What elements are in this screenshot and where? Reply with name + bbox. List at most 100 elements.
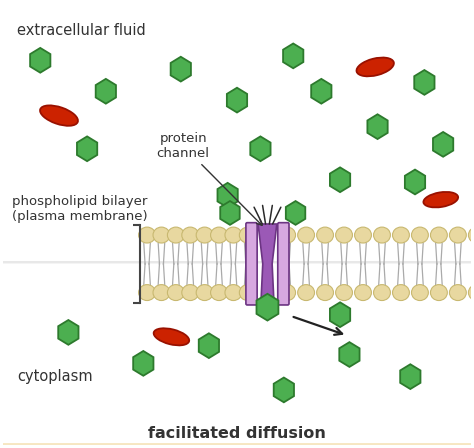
Bar — [3, 263, 471, 264]
Bar — [3, 444, 471, 445]
Bar — [3, 262, 471, 263]
Bar — [3, 444, 471, 445]
Bar — [3, 444, 471, 445]
Bar — [3, 262, 471, 263]
Bar — [3, 263, 471, 264]
Bar — [3, 444, 471, 445]
Bar — [3, 444, 471, 445]
Bar — [3, 262, 471, 263]
Bar — [3, 262, 471, 263]
Bar — [3, 262, 471, 263]
Circle shape — [392, 227, 410, 243]
Bar — [3, 261, 471, 263]
Bar — [3, 262, 471, 263]
Bar — [3, 262, 471, 263]
Circle shape — [317, 227, 334, 243]
Bar — [3, 444, 471, 445]
Polygon shape — [311, 79, 331, 103]
Bar — [3, 444, 471, 445]
Bar — [3, 263, 471, 264]
Bar — [3, 262, 471, 263]
Bar — [3, 263, 471, 264]
Bar — [3, 261, 471, 263]
Bar — [3, 262, 471, 263]
Bar — [3, 444, 471, 445]
Bar — [3, 262, 471, 263]
Polygon shape — [273, 378, 294, 402]
Bar — [3, 444, 471, 445]
Bar — [3, 261, 471, 263]
Circle shape — [374, 284, 391, 301]
Bar — [3, 444, 471, 445]
Bar — [3, 444, 471, 445]
Bar — [3, 444, 471, 445]
Bar — [3, 262, 471, 263]
Bar — [3, 444, 471, 445]
Bar — [3, 262, 471, 263]
Bar — [3, 444, 471, 445]
Bar — [3, 263, 471, 264]
Bar — [3, 444, 471, 445]
Bar — [3, 261, 471, 263]
Bar — [3, 444, 471, 445]
Bar — [3, 444, 471, 445]
Bar — [3, 444, 471, 445]
Bar — [3, 261, 471, 263]
Bar — [3, 444, 471, 445]
Bar — [3, 444, 471, 445]
Circle shape — [298, 284, 315, 301]
Polygon shape — [330, 302, 350, 327]
Bar — [3, 262, 471, 263]
Bar — [3, 444, 471, 445]
Bar — [3, 262, 471, 263]
Bar — [3, 262, 471, 263]
Bar — [3, 262, 471, 263]
Bar — [3, 444, 471, 445]
Bar — [3, 444, 471, 445]
Bar — [3, 262, 471, 263]
Circle shape — [468, 227, 474, 243]
Bar — [3, 444, 471, 445]
Bar — [3, 262, 471, 263]
Circle shape — [239, 284, 256, 301]
Bar — [3, 444, 471, 445]
Bar — [3, 262, 471, 263]
Bar — [3, 262, 471, 263]
Bar — [3, 444, 471, 445]
Bar — [3, 444, 471, 445]
Bar — [3, 261, 471, 263]
Bar — [3, 262, 471, 263]
Bar — [3, 444, 471, 445]
Bar — [3, 262, 471, 263]
Polygon shape — [220, 201, 240, 225]
Bar — [3, 263, 471, 264]
Bar — [3, 261, 471, 263]
Circle shape — [153, 227, 170, 243]
Bar — [3, 444, 471, 445]
Bar — [3, 262, 471, 263]
Bar — [3, 263, 471, 264]
Bar — [3, 444, 471, 445]
Circle shape — [317, 284, 334, 301]
Bar — [3, 444, 471, 445]
Bar — [3, 262, 471, 263]
Circle shape — [411, 227, 428, 243]
Polygon shape — [330, 168, 350, 192]
Bar — [3, 262, 471, 263]
Polygon shape — [283, 43, 303, 68]
FancyBboxPatch shape — [278, 223, 289, 305]
Bar — [3, 262, 471, 263]
Bar — [3, 263, 471, 264]
Circle shape — [279, 227, 296, 243]
Bar — [3, 444, 471, 445]
Bar — [3, 261, 471, 263]
Bar — [3, 444, 471, 445]
Bar — [3, 261, 471, 263]
Circle shape — [196, 227, 213, 243]
Bar — [3, 262, 471, 263]
Bar — [3, 262, 471, 263]
Bar — [3, 261, 471, 263]
Bar — [3, 262, 471, 263]
Bar — [3, 444, 471, 445]
Bar — [3, 444, 471, 445]
